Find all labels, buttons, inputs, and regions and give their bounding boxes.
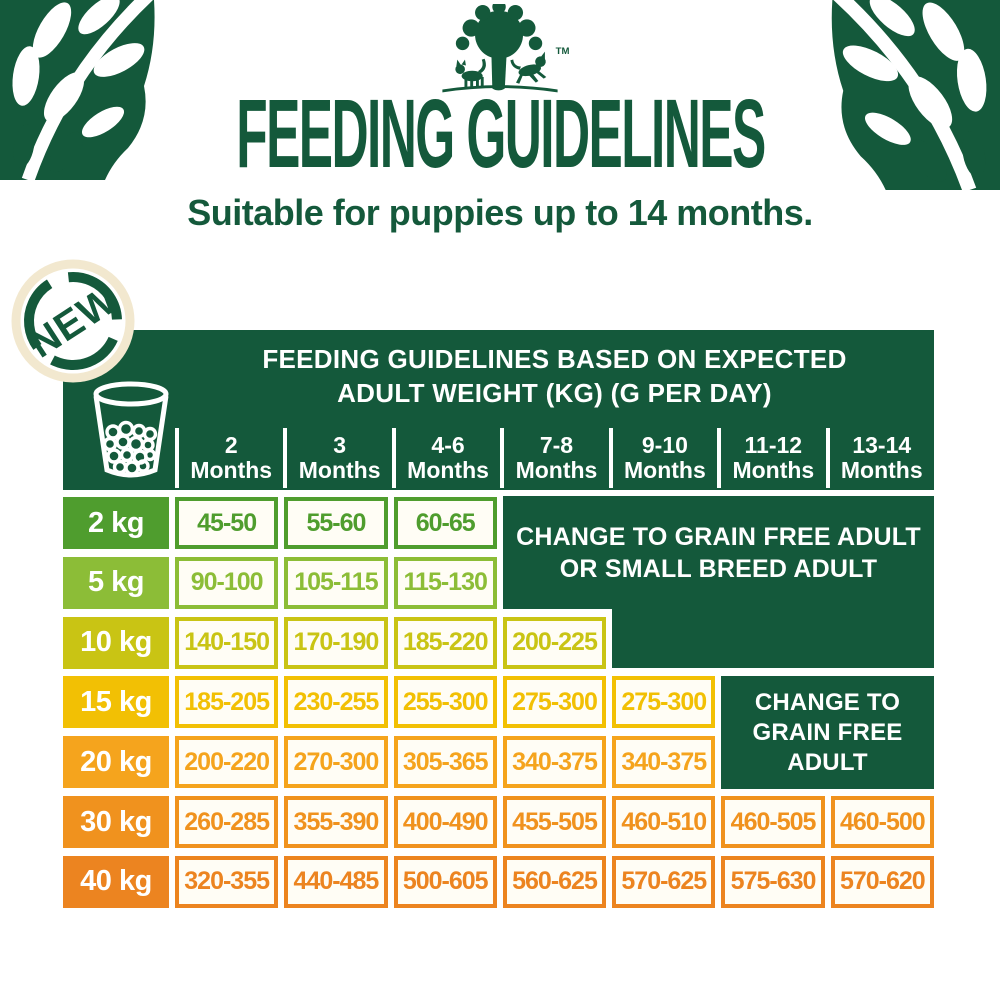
- column-range: 4-6: [431, 432, 465, 458]
- feeding-amount-cell: 320-355: [175, 855, 279, 908]
- table-title-line1: FEEDING GUIDELINES BASED ON EXPECTED: [262, 344, 847, 374]
- table-title: FEEDING GUIDELINES BASED ON EXPECTED ADU…: [175, 342, 934, 410]
- column-header-2-months: 2 Months: [175, 428, 283, 488]
- weight-row-10kg: 10 kg 140-150 170-190 185-220 200-225: [63, 616, 934, 669]
- row-weight-label: 20 kg: [63, 736, 169, 789]
- feeding-amount-cell: 340-375: [502, 736, 607, 789]
- row-weight-label: 5 kg: [63, 556, 169, 609]
- column-header-13-14-months: 13-14 Months: [825, 428, 934, 488]
- feeding-amount-cell: 460-505: [721, 796, 825, 849]
- feeding-amount-cell: 460-510: [612, 796, 716, 849]
- column-unit: Months: [298, 457, 381, 483]
- feeding-amount-cell: 400-490: [393, 796, 497, 849]
- feeding-amount-cell: 275-300: [502, 676, 607, 729]
- column-header-11-12-months: 11-12 Months: [717, 428, 825, 488]
- column-range: 13-14: [852, 432, 912, 458]
- leaf-branch-decoration-icon: [829, 0, 1000, 190]
- row-weight-label: 40 kg: [63, 855, 169, 908]
- feeding-amount-cell: 355-390: [284, 796, 388, 849]
- table-header: FEEDING GUIDELINES BASED ON EXPECTED ADU…: [63, 330, 934, 490]
- weight-row-40kg: 40 kg 320-355 440-485 500-605 560-625 570-625…: [63, 855, 934, 908]
- feeding-amount-cell: 570-620: [830, 855, 934, 908]
- column-range: 3: [333, 432, 347, 458]
- feeding-amount-cell: 45-50: [175, 497, 279, 549]
- column-unit: Months: [624, 457, 706, 483]
- row-weight-label: 30 kg: [63, 796, 169, 849]
- feeding-amount-cell: 275-300: [612, 676, 716, 729]
- feeding-amount-cell: 305-365: [393, 736, 497, 789]
- feeding-amount-cell: 185-220: [393, 616, 497, 669]
- column-header-9-10-months: 9-10 Months: [608, 428, 717, 488]
- column-range: 7-8: [539, 432, 574, 458]
- feeding-amount-cell: 55-60: [284, 497, 388, 549]
- feeding-amount-cell: 255-300: [393, 676, 497, 729]
- column-unit: Months: [190, 457, 273, 483]
- column-range: 11-12: [744, 432, 803, 458]
- month-columns-header: 2 Months 3 Months 4-6 Months 7-8 Months 9-10 Mont…: [175, 428, 934, 488]
- feeding-amount-cell: 105-115: [284, 556, 388, 609]
- column-header-3-months: 3 Months: [283, 428, 391, 488]
- notice-line: GRAIN FREE: [752, 718, 903, 746]
- page-title: FEEDING GUIDELINES: [235, 79, 766, 188]
- brand-logo-tree-paw-pets-icon: TM: [442, 4, 570, 93]
- notice-line: CHANGE TO: [754, 688, 901, 716]
- feeding-guidelines-table: FEEDING GUIDELINES BASED ON EXPECTED ADU…: [63, 330, 934, 908]
- feeding-amount-cell: 140-150: [175, 616, 279, 669]
- column-unit: Months: [515, 457, 598, 483]
- feeding-amount-cell: 570-625: [612, 855, 716, 908]
- feeding-amount-cell: 455-505: [502, 796, 607, 849]
- feeding-amount-cell: 200-225: [502, 616, 607, 669]
- column-unit: Months: [732, 457, 815, 483]
- new-badge: NEW: [11, 259, 135, 383]
- feeding-amount-cell: 230-255: [284, 676, 388, 729]
- table-body: 2 kg 45-50 55-60 60-65 5 kg 90-100 105-115 115-…: [63, 490, 934, 908]
- column-unit: Months: [840, 457, 923, 483]
- measuring-cup-icon: [93, 381, 169, 478]
- feeding-amount-cell: 340-375: [612, 736, 716, 789]
- feeding-amount-cell: 170-190: [284, 616, 388, 669]
- weight-row-30kg: 30 kg 260-285 355-390 400-490 455-505 460-510…: [63, 796, 934, 849]
- table-title-line2: ADULT WEIGHT (KG) (G PER DAY): [337, 378, 772, 408]
- leaf-branch-decoration-icon: [0, 0, 155, 180]
- feeding-amount-cell: 90-100: [175, 556, 279, 609]
- column-range: 9-10: [641, 432, 688, 458]
- feeding-amount-cell: 185-205: [175, 676, 279, 729]
- row-weight-label: 15 kg: [63, 676, 169, 729]
- feeding-amount-cell: 440-485: [284, 855, 388, 908]
- notice-grain-free-adult: CHANGE TO GRAIN FREE ADULT: [721, 676, 934, 789]
- column-header-4-6-months: 4-6 Months: [391, 428, 500, 488]
- page-subtitle: Suitable for puppies up to 14 months.: [187, 192, 813, 233]
- feeding-amount-cell: 115-130: [393, 556, 497, 609]
- row-weight-label: 10 kg: [63, 616, 169, 669]
- feeding-amount-cell: 460-500: [830, 796, 934, 849]
- weight-row-15kg: 15 kg 185-205 230-255 255-300 275-300 275-300: [63, 676, 934, 729]
- feeding-amount-cell: 270-300: [284, 736, 388, 789]
- notice-grain-free-adult-or-small-breed-text: CHANGE TO GRAIN FREE ADULT OR SMALL BREED…: [503, 496, 934, 609]
- column-header-7-8-months: 7-8 Months: [500, 428, 608, 488]
- feeding-amount-cell: 560-625: [502, 855, 607, 908]
- trademark-symbol: TM: [556, 46, 570, 57]
- feeding-amount-cell: 260-285: [175, 796, 279, 849]
- column-unit: Months: [407, 457, 489, 483]
- feeding-amount-cell: 500-605: [393, 855, 497, 908]
- feeding-amount-cell: 575-630: [721, 855, 825, 908]
- notice-line: OR SMALL BREED ADULT: [559, 554, 878, 583]
- weight-row-5kg: 5 kg 90-100 105-115 115-130: [63, 556, 934, 609]
- row-weight-label: 2 kg: [63, 497, 169, 549]
- feeding-amount-cell: 200-220: [175, 736, 279, 789]
- weight-row-20kg: 20 kg 200-220 270-300 305-365 340-375 340-375: [63, 736, 934, 789]
- notice-line: ADULT: [787, 748, 868, 776]
- notice-line: CHANGE TO GRAIN FREE ADULT: [516, 522, 921, 551]
- feeding-amount-cell: 60-65: [393, 497, 497, 549]
- column-range: 2: [224, 432, 238, 458]
- weight-row-2kg: 2 kg 45-50 55-60 60-65: [63, 497, 934, 549]
